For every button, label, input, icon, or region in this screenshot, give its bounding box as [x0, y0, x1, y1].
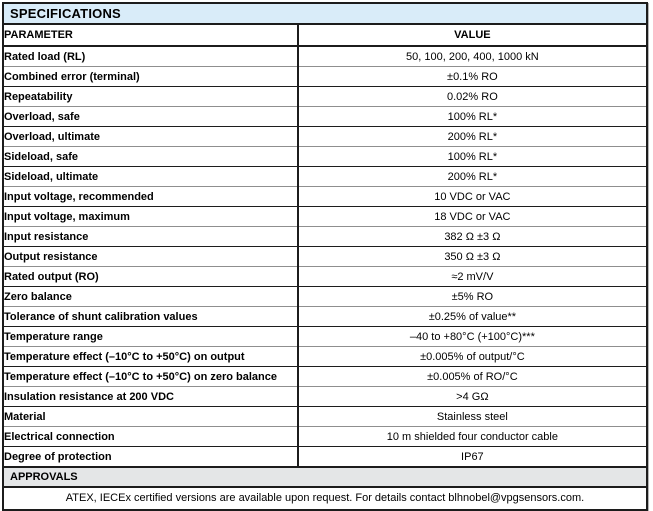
value-cell: 0.02% RO — [447, 90, 498, 103]
value-cell: 200% RL* — [447, 130, 498, 143]
value-cell: >4 GΩ — [456, 390, 489, 403]
table-row: Rated output (RO) ≈2 mV/V — [4, 266, 646, 287]
table-row: Temperature range –40 to +80°C (+100°C)*… — [4, 326, 646, 347]
value-cell: 18 VDC or VAC — [434, 210, 511, 223]
value-cell: ±0.005% of output/°C — [420, 350, 525, 363]
section-title: SPECIFICATIONS — [4, 4, 646, 25]
table-row: Temperature effect (–10°C to +50°C) on o… — [4, 346, 646, 367]
table-row: Input voltage, maximum 18 VDC or VAC — [4, 206, 646, 227]
parameter-cell: Sideload, safe — [4, 146, 299, 167]
table-row: Output resistance 350 Ω ±3 Ω — [4, 246, 646, 267]
value-cell: IP67 — [461, 450, 484, 463]
spec-table: PARAMETER VALUE Rated load (RL) 50, 100,… — [4, 25, 646, 466]
table-row: Repeatability 0.02% RO — [4, 86, 646, 107]
approvals-note: ATEX, IECEx certified versions are avail… — [4, 488, 646, 509]
value-cell: ≈2 mV/V — [451, 270, 494, 283]
value-cell: 50, 100, 200, 400, 1000 kN — [406, 50, 539, 63]
value-cell: Stainless steel — [436, 410, 508, 423]
parameter-cell: Tolerance of shunt calibration values — [4, 306, 299, 327]
parameter-cell: Sideload, ultimate — [4, 166, 299, 187]
value-cell: ±0.25% of value** — [428, 310, 517, 323]
approvals-section-title: APPROVALS — [4, 466, 646, 488]
parameter-cell: Input resistance — [4, 226, 299, 247]
parameter-cell: Material — [4, 406, 299, 427]
parameter-cell: Input voltage, recommended — [4, 186, 299, 207]
table-header-row: PARAMETER VALUE — [4, 25, 646, 46]
table-row: Zero balance ±5% RO — [4, 286, 646, 307]
parameter-cell: Electrical connection — [4, 426, 299, 447]
table-row: Overload, safe 100% RL* — [4, 106, 646, 127]
table-row: Rated load (RL) 50, 100, 200, 400, 1000 … — [4, 46, 646, 67]
spec-table-body: Rated load (RL) 50, 100, 200, 400, 1000 … — [4, 46, 646, 466]
table-row: Input voltage, recommended 10 VDC or VAC — [4, 186, 646, 207]
parameter-cell: Zero balance — [4, 286, 299, 307]
value-cell: 382 Ω ±3 Ω — [444, 230, 501, 243]
parameter-cell: Repeatability — [4, 86, 299, 107]
table-row: Temperature effect (–10°C to +50°C) on z… — [4, 366, 646, 387]
value-cell: ±0.1% RO — [447, 70, 498, 83]
parameter-cell: Rated output (RO) — [4, 266, 299, 287]
value-cell: ±0.005% of RO/°C — [427, 370, 518, 383]
column-header-value: VALUE — [454, 29, 491, 41]
table-row: Overload, ultimate 200% RL* — [4, 126, 646, 147]
table-row: Sideload, safe 100% RL* — [4, 146, 646, 167]
table-row: Tolerance of shunt calibration values ±0… — [4, 306, 646, 327]
parameter-cell: Combined error (terminal) — [4, 66, 299, 87]
parameter-cell: Input voltage, maximum — [4, 206, 299, 227]
value-cell: –40 to +80°C (+100°C)*** — [409, 330, 535, 343]
parameter-cell: Overload, safe — [4, 106, 299, 127]
parameter-cell: Overload, ultimate — [4, 126, 299, 147]
value-cell: 10 VDC or VAC — [434, 190, 511, 203]
table-row: Electrical connection 10 m shielded four… — [4, 426, 646, 447]
parameter-cell: Rated load (RL) — [4, 46, 299, 67]
value-cell: 200% RL* — [447, 170, 498, 183]
table-row: Degree of protection IP67 — [4, 446, 646, 466]
table-row: Sideload, ultimate 200% RL* — [4, 166, 646, 187]
value-cell: 100% RL* — [447, 150, 498, 163]
parameter-cell: Temperature effect (–10°C to +50°C) on z… — [4, 366, 299, 387]
table-row: Material Stainless steel — [4, 406, 646, 427]
column-header-parameter: PARAMETER — [4, 25, 299, 46]
value-cell: 350 Ω ±3 Ω — [444, 250, 501, 263]
value-cell: 100% RL* — [447, 110, 498, 123]
value-cell: ±5% RO — [451, 290, 494, 303]
parameter-cell: Degree of protection — [4, 446, 299, 466]
parameter-cell: Temperature effect (–10°C to +50°C) on o… — [4, 346, 299, 367]
parameter-cell: Insulation resistance at 200 VDC — [4, 386, 299, 407]
table-row: Input resistance 382 Ω ±3 Ω — [4, 226, 646, 247]
parameter-cell: Output resistance — [4, 246, 299, 267]
table-row: Insulation resistance at 200 VDC >4 GΩ — [4, 386, 646, 407]
parameter-cell: Temperature range — [4, 326, 299, 347]
table-row: Combined error (terminal) ±0.1% RO — [4, 66, 646, 87]
value-cell: 10 m shielded four conductor cable — [386, 430, 558, 443]
